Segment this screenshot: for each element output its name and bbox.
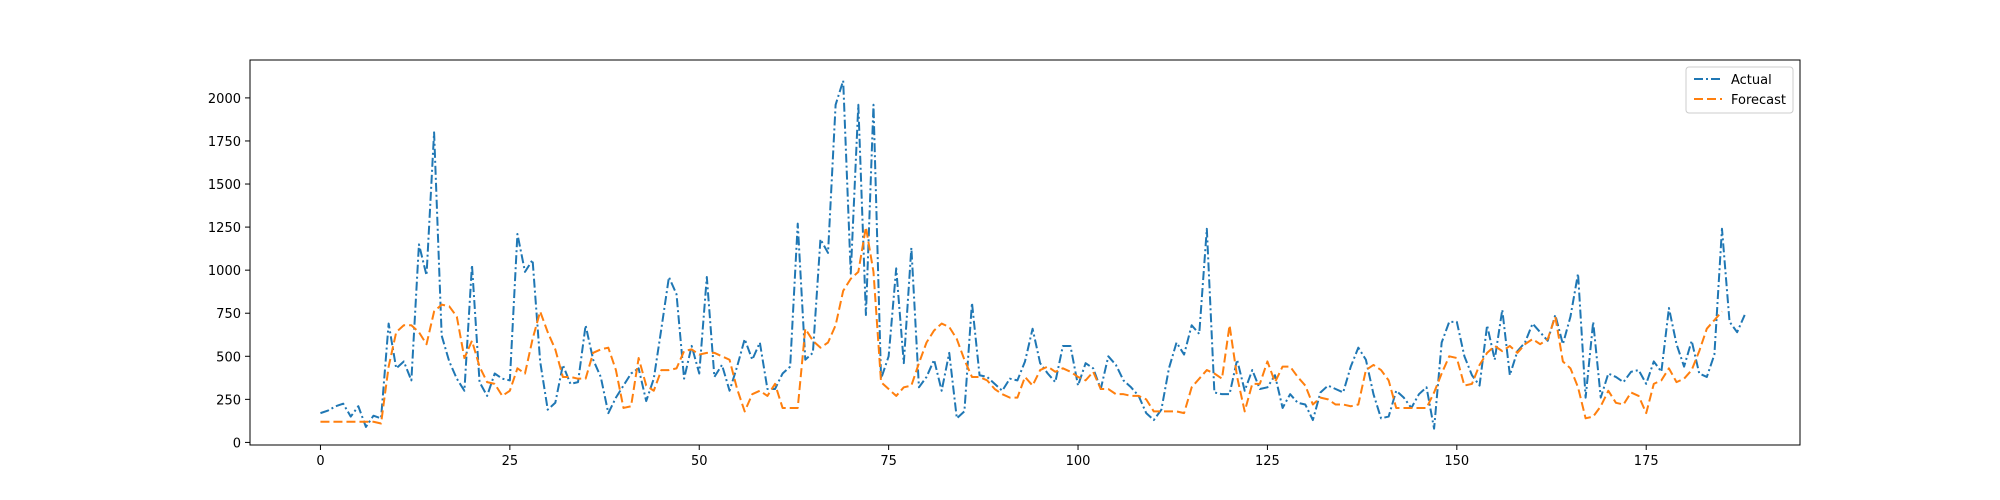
y-tick-label: 1500	[208, 178, 241, 193]
legend-label-forecast: Forecast	[1731, 93, 1786, 108]
y-tick-label: 2000	[208, 92, 241, 107]
y-tick-label: 0	[233, 436, 241, 451]
y-tick-label: 1250	[208, 221, 241, 236]
x-tick-label: 75	[880, 454, 897, 469]
x-tick-label: 0	[316, 454, 324, 469]
x-tick-label: 175	[1634, 454, 1659, 469]
x-axis: 0 25 50 75 100 125 150 175	[316, 445, 1659, 469]
plot-frame	[249, 59, 1801, 446]
x-tick-label: 50	[691, 454, 708, 469]
x-tick-label: 125	[1255, 454, 1280, 469]
y-tick-label: 500	[216, 350, 241, 365]
y-tick-label: 250	[216, 393, 241, 408]
y-tick-label: 750	[216, 307, 241, 322]
y-tick-label: 1750	[208, 135, 241, 150]
series-layer	[320, 79, 1746, 430]
legend-label-actual: Actual	[1731, 73, 1772, 88]
y-tick-label: 1000	[208, 264, 241, 279]
x-tick-label: 150	[1444, 454, 1469, 469]
series-line-forecast	[320, 226, 1723, 425]
x-tick-label: 25	[502, 454, 519, 469]
series-line-actual	[320, 79, 1746, 430]
x-tick-label: 100	[1066, 454, 1091, 469]
legend: Actual Forecast	[1685, 66, 1794, 114]
y-axis: 0 250 500 750 1000 1250 1500 1750 2000	[208, 92, 250, 451]
